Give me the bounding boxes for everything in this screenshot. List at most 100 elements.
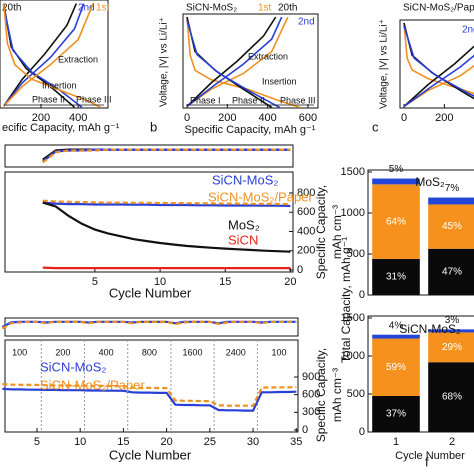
plot-frame <box>182 13 319 109</box>
x-axis-label: Cycle Number <box>395 450 465 462</box>
bar-segment <box>428 362 474 432</box>
share-label: 29% <box>442 342 462 353</box>
y2-tick-label: 300 <box>302 406 320 418</box>
x-tick-label: 600 <box>299 112 317 124</box>
x-tick-label: 0 <box>401 112 407 124</box>
bar-segment <box>428 329 474 333</box>
x-tick-label: 1 <box>393 436 399 448</box>
y2-tick-label: 800 <box>297 187 315 199</box>
bar-segment <box>428 204 474 249</box>
share-label: 59% <box>386 362 406 373</box>
series-line <box>403 25 474 108</box>
plot-frame <box>4 171 294 273</box>
rate-label: 800 <box>142 347 157 357</box>
y-axis-label: Voltage, |V| vs Li/Li⁺ <box>379 19 390 109</box>
plot-frame <box>367 315 474 433</box>
panel-label: b <box>150 119 157 134</box>
bar-segment <box>372 258 420 295</box>
share-label: 37% <box>386 409 406 420</box>
x-tick-label: 200 <box>435 112 453 124</box>
legend-entry: 2nd <box>298 17 315 28</box>
y2-tick-label: 900 <box>302 371 320 383</box>
share-label: 47% <box>442 267 462 278</box>
x-tick-label: 2 <box>449 436 455 448</box>
rate-label: 100 <box>271 347 286 357</box>
x-tick-label: 5 <box>92 276 98 288</box>
bar-segment <box>372 338 420 396</box>
bar-segment <box>372 184 420 259</box>
x-tick-label: 35 <box>290 436 302 448</box>
legend-entry: SiCN-MoS₂ <box>212 172 278 187</box>
x-tick-label: 20 <box>161 436 173 448</box>
series-line <box>42 148 291 164</box>
legend-entry: SiCN-MoS₂ <box>40 359 106 374</box>
bar-segment <box>372 334 420 339</box>
panel-label: c <box>372 119 379 134</box>
share-label: 7% <box>445 183 460 194</box>
legend-entry: MoS₂ <box>228 217 260 232</box>
y-tick-label: 1500 <box>341 166 365 178</box>
x-axis-label: Cycle Number <box>109 447 192 462</box>
plot-frame <box>4 144 294 168</box>
x-tick-label: 20 <box>284 276 296 288</box>
bar-segment <box>372 395 420 432</box>
y-tick-label: 500 <box>347 388 365 400</box>
x-tick-label: 5 <box>34 436 40 448</box>
rate-label: 100 <box>12 347 27 357</box>
annotation: Phase III <box>76 94 112 104</box>
chart-title: SiCN-MoS₂ <box>399 322 461 336</box>
x-axis-label: ecific Capacity, mAh g⁻¹ <box>2 122 120 134</box>
y2-axis-label: Specific Capacity, <box>314 348 328 442</box>
series-line <box>1 320 297 330</box>
y2-tick-label: 0 <box>302 424 308 436</box>
legend-entry: 20th <box>278 3 297 14</box>
x-tick-label: 200 <box>32 112 50 124</box>
chart-title: MoS₂ <box>415 175 445 189</box>
x-tick-label: 0 <box>184 112 190 124</box>
y-axis-label: Total Capacity, mAh g⁻¹ <box>339 237 353 363</box>
plot-frame <box>0 0 109 109</box>
y2-tick-label: 400 <box>297 225 315 237</box>
bar-segment <box>372 178 420 185</box>
plot-frame <box>367 169 474 296</box>
y-tick-label: 0 <box>359 289 365 301</box>
annotation: Phase II <box>32 94 65 104</box>
legend-entry: SiCN-MoS₂/Paper <box>208 189 313 204</box>
legend-entry: 1st <box>96 3 110 14</box>
share-label: 5% <box>389 164 404 175</box>
y2-tick-label: 600 <box>297 206 315 218</box>
legend-entry: 2nd <box>462 25 474 36</box>
annotation: Insertion <box>42 80 77 90</box>
legend-entry: 2nd <box>78 3 95 14</box>
y2-axis-label: mAh cm⁻³ <box>330 368 344 422</box>
rate-label: 200 <box>55 347 70 357</box>
series-line <box>186 16 283 109</box>
legend-entry: SiCN <box>228 232 258 247</box>
bar-segment <box>428 197 474 205</box>
share-label: 4% <box>389 320 404 331</box>
series-line <box>42 199 291 206</box>
legend-entry: SiCN-MoS₂/Paper <box>40 377 145 392</box>
annotation: Insertion <box>262 76 297 86</box>
share-label: 68% <box>442 392 462 403</box>
chart-title: SiCN-MoS₂ <box>186 3 237 14</box>
x-tick-label: 200 <box>218 112 236 124</box>
y-axis-label: Voltage, |V| vs Li/Li⁺ <box>159 17 170 107</box>
y-tick-label: 0 <box>359 426 365 438</box>
y2-tick-label: 0 <box>297 264 303 276</box>
bar-segment <box>428 248 474 295</box>
bar-segment <box>428 332 474 363</box>
annotation: Phase I <box>190 95 221 105</box>
x-tick-label: 30 <box>247 436 259 448</box>
x-tick-label: 10 <box>154 276 166 288</box>
y2-axis-label: mAh cm⁻³ <box>330 205 344 259</box>
x-tick-label: 400 <box>258 112 276 124</box>
legend-entry: 1st <box>258 3 272 14</box>
series-line <box>42 201 291 208</box>
y-tick-label: 1000 <box>341 207 365 219</box>
series-line <box>2 3 101 109</box>
x-tick-label: 15 <box>219 276 231 288</box>
annotation: Extraction <box>248 51 288 61</box>
